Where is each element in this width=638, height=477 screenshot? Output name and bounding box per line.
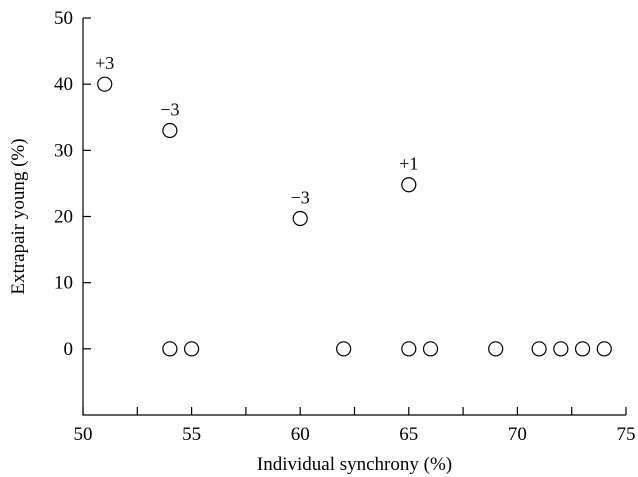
x-axis-title: Individual synchrony (%) bbox=[257, 454, 452, 475]
y-tick-label: 40 bbox=[54, 74, 73, 95]
data-point bbox=[488, 341, 504, 357]
data-point bbox=[162, 122, 178, 139]
data-point bbox=[336, 341, 352, 357]
x-tick-label: 70 bbox=[508, 424, 527, 445]
y-tick-label: 10 bbox=[54, 273, 73, 294]
point-annotation: −3 bbox=[160, 99, 179, 119]
x-axis-ticks: 50 55 60 65 70 75 bbox=[74, 407, 636, 445]
y-tick-label: 20 bbox=[54, 207, 73, 228]
y-tick-label: 50 bbox=[54, 8, 73, 29]
x-tick-label: 75 bbox=[617, 424, 636, 445]
data-point bbox=[162, 341, 178, 357]
axis-frame bbox=[82, 18, 626, 416]
y-tick-label: 30 bbox=[54, 140, 73, 161]
data-points bbox=[97, 76, 612, 357]
x-tick-label: 60 bbox=[291, 424, 310, 445]
y-axis-ticks: 0 10 20 30 40 50 bbox=[54, 8, 91, 360]
data-point bbox=[531, 341, 547, 357]
data-point bbox=[292, 210, 308, 227]
data-point bbox=[596, 341, 612, 357]
data-point bbox=[401, 177, 417, 193]
annotations: +3 −3 −3 +1 bbox=[95, 53, 418, 207]
data-point bbox=[97, 76, 113, 92]
axes bbox=[82, 18, 626, 416]
x-tick-label: 55 bbox=[182, 424, 201, 445]
point-annotation: +3 bbox=[95, 53, 114, 73]
data-point bbox=[422, 341, 439, 357]
point-annotation: −3 bbox=[291, 187, 310, 207]
y-axis-title: Extrapair young (%) bbox=[8, 138, 29, 294]
y-tick-label: 0 bbox=[64, 339, 74, 360]
x-tick-label: 50 bbox=[74, 424, 93, 445]
data-point bbox=[553, 341, 569, 357]
point-annotation: +1 bbox=[399, 154, 418, 174]
data-point bbox=[574, 341, 591, 357]
data-point bbox=[401, 341, 417, 357]
data-point bbox=[184, 341, 200, 357]
x-tick-label: 65 bbox=[399, 424, 418, 445]
